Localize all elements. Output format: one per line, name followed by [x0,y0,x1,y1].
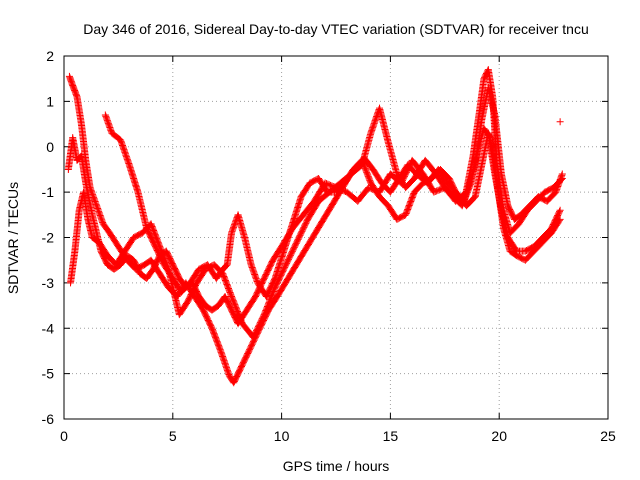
data-point [556,118,564,126]
y-tick-label: -4 [42,320,55,336]
x-tick-label: 25 [600,428,616,444]
x-tick-label: 15 [383,428,399,444]
data-points [64,66,566,387]
x-axis-label: GPS time / hours [283,458,390,474]
x-tick-label: 5 [169,428,177,444]
y-tick-label: -1 [42,184,55,200]
data-point [558,171,566,179]
data-point [558,170,566,178]
grid [64,56,608,419]
data-point [556,208,564,216]
y-axis-label: SDTVAR / TECUs [5,182,21,294]
y-tick-label: -6 [42,411,55,427]
x-tick-label: 10 [274,428,290,444]
axis-ticks: 0 5 10 15 20 25 -6 -5 -4 -3 -2 -1 0 1 2 [42,48,616,444]
x-tick-label: 20 [491,428,507,444]
y-tick-label: -3 [42,275,55,291]
x-tick-label: 0 [60,428,68,444]
y-tick-label: -2 [42,230,55,246]
chart-title: Day 346 of 2016, Sidereal Day-to-day VTE… [83,21,589,37]
y-tick-label: 2 [46,48,54,64]
data-point [556,206,564,214]
y-tick-label: 0 [46,139,54,155]
y-tick-label: 1 [46,93,54,109]
y-tick-label: -5 [42,366,55,382]
